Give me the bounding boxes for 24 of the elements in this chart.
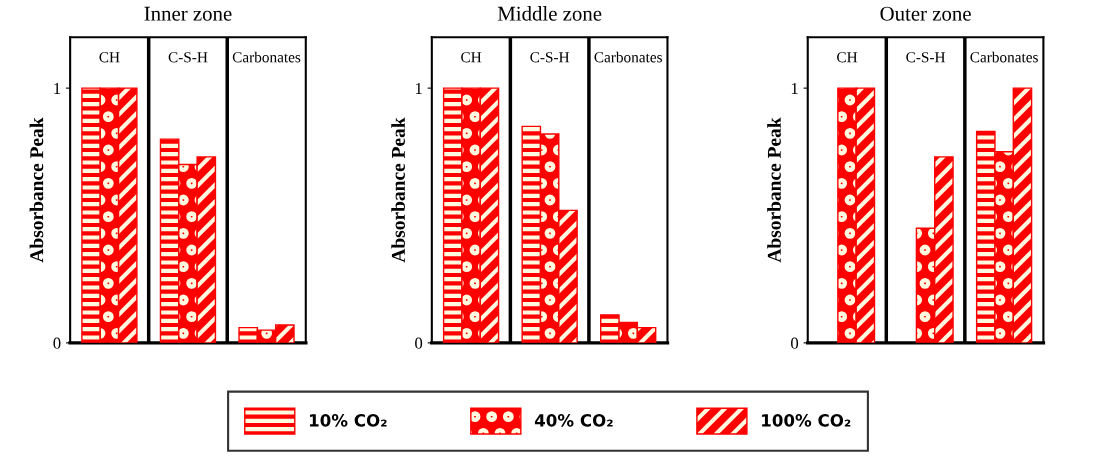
y-axis-title: Absorbance Peak	[29, 117, 44, 263]
legend-label: 40% CO₂	[534, 414, 613, 427]
category-label: C-S-H	[906, 52, 946, 63]
category-label: CH	[99, 52, 120, 63]
chart-title: Outer zone	[880, 6, 971, 21]
y-tick-label: 0	[415, 337, 423, 349]
legend-label: 10% CO₂	[309, 414, 387, 427]
y-tick-label: 1	[791, 82, 798, 94]
category-label: Carbonates	[594, 51, 662, 63]
category-label: CH	[461, 52, 482, 63]
category-label: Carbonates	[970, 51, 1038, 63]
y-axis-title: Absorbance Peak	[391, 117, 405, 263]
chart-title: Middle zone	[497, 6, 602, 21]
category-label: C-S-H	[530, 52, 570, 63]
legend-label: 100% CO₂	[762, 414, 851, 427]
y-tick-label: 0	[53, 337, 61, 349]
category-label: Carbonates	[232, 51, 301, 63]
category-label: C-S-H	[168, 52, 208, 63]
chart-title: Inner zone	[144, 6, 232, 21]
y-axis-title: Absorbance Peak	[767, 117, 781, 263]
category-label: CH	[837, 52, 858, 63]
y-tick-label: 0	[791, 337, 799, 349]
y-tick-label: 1	[415, 82, 422, 94]
y-tick-label: 1	[54, 82, 61, 94]
